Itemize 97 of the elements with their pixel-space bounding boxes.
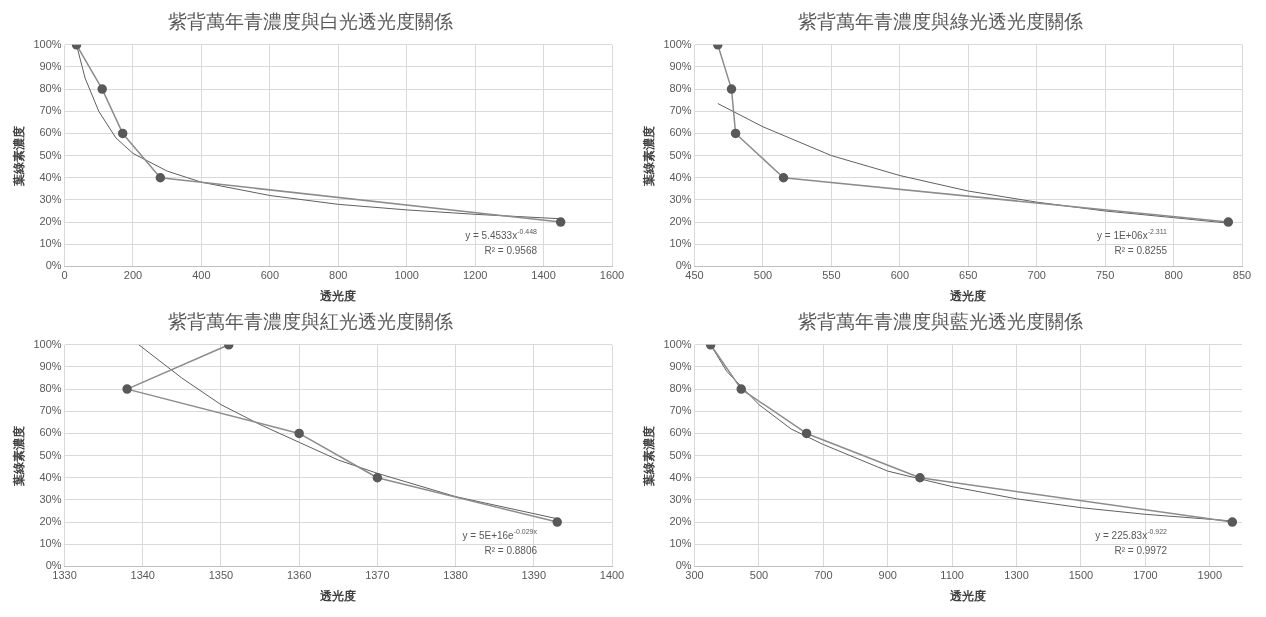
- x-tick-label: 800: [1164, 269, 1183, 282]
- y-tick-label: 80%: [39, 382, 62, 395]
- x-tick-label: 700: [814, 569, 833, 582]
- y-tick-label: 70%: [669, 104, 692, 117]
- y-tick-label: 50%: [669, 148, 692, 161]
- y-tick-label: 50%: [39, 448, 62, 461]
- x-tick-label: 850: [1232, 269, 1252, 282]
- y-tick-label: 60%: [39, 426, 62, 439]
- point: [1223, 217, 1234, 227]
- y-tick-label: 10%: [39, 537, 62, 550]
- x-tick-label: 1360: [286, 569, 312, 582]
- x-tick-label: 1380: [443, 569, 468, 582]
- x-axis-title: 透光度: [319, 589, 357, 604]
- y-tick-label: 60%: [669, 126, 692, 139]
- y-tick-label: 30%: [39, 492, 62, 505]
- y-tick-label: 10%: [669, 537, 692, 550]
- x-tick-label: 600: [260, 269, 280, 282]
- x-tick-label: 450: [685, 269, 704, 282]
- x-tick-label: 400: [192, 269, 211, 282]
- y-tick-label: 80%: [669, 382, 692, 395]
- y-axis-title: 葉綠素濃度: [11, 125, 26, 187]
- y-tick-label: 100%: [33, 337, 62, 350]
- chart-title: 紫背萬年青濃度與白光透光度關係: [167, 10, 453, 33]
- x-tick-label: 1100: [940, 569, 964, 582]
- x-tick-label: 1370: [365, 569, 390, 582]
- y-tick-label: 40%: [39, 470, 62, 483]
- x-tick-label: 1500: [1068, 569, 1094, 582]
- x-tick-label: 700: [1027, 269, 1046, 282]
- y-tick-label: 20%: [39, 215, 62, 228]
- x-tick-label: 200: [123, 269, 143, 282]
- y-tick-label: 100%: [33, 37, 62, 50]
- y-tick-label: 50%: [669, 448, 692, 461]
- y-tick-label: 20%: [669, 515, 692, 528]
- point: [1227, 517, 1238, 527]
- annotation: R² = 0.9972: [1114, 544, 1168, 556]
- y-axis-title: 葉綠素濃度: [641, 425, 656, 487]
- x-tick-label: 1330: [52, 569, 77, 582]
- x-tick-label: 750: [1095, 269, 1115, 282]
- y-tick-label: 0%: [45, 259, 62, 272]
- y-tick-label: 80%: [39, 82, 62, 95]
- x-tick-label: 1200: [462, 269, 488, 282]
- y-tick-label: 90%: [669, 59, 692, 72]
- y-tick-label: 10%: [39, 237, 62, 250]
- y-tick-label: 0%: [675, 559, 692, 572]
- y-axis-title: 葉綠素濃度: [641, 125, 656, 187]
- x-tick-label: 0: [61, 269, 68, 282]
- x-tick-label: 1900: [1197, 569, 1223, 582]
- x-tick-label: 1400: [599, 569, 625, 582]
- x-axis-title: 透光度: [949, 589, 987, 604]
- annotation: R² = 0.8255: [1114, 244, 1168, 256]
- chart-title: 紫背萬年青濃度與藍光透光度關係: [797, 310, 1083, 333]
- x-tick-label: 900: [878, 569, 897, 582]
- x-tick-label: 650: [959, 269, 978, 282]
- y-tick-label: 20%: [39, 515, 62, 528]
- x-tick-label: 1340: [130, 569, 155, 582]
- x-tick-label: 800: [329, 269, 348, 282]
- x-tick-label: 1350: [208, 569, 234, 582]
- y-tick-label: 60%: [39, 126, 62, 139]
- y-tick-label: 50%: [39, 148, 62, 161]
- y-tick-label: 70%: [669, 404, 692, 417]
- y-tick-label: 90%: [39, 59, 62, 72]
- y-tick-label: 60%: [669, 426, 692, 439]
- y-tick-label: 70%: [39, 104, 62, 117]
- y-tick-label: 70%: [39, 404, 62, 417]
- x-tick-label: 600: [890, 269, 910, 282]
- x-tick-label: 1390: [521, 569, 547, 582]
- x-tick-label: 1300: [1004, 569, 1029, 582]
- chart-title: 紫背萬年青濃度與綠光透光度關係: [797, 10, 1083, 33]
- y-tick-label: 40%: [669, 170, 692, 183]
- chart-title: 紫背萬年青濃度與紅光透光度關係: [167, 310, 453, 333]
- y-tick-label: 40%: [39, 170, 62, 183]
- annotation: R² = 0.9568: [484, 244, 538, 256]
- y-tick-label: 0%: [675, 259, 692, 272]
- y-tick-label: 100%: [663, 37, 692, 50]
- y-tick-label: 0%: [45, 559, 62, 572]
- x-tick-label: 1000: [394, 269, 419, 282]
- x-tick-label: 1700: [1133, 569, 1158, 582]
- y-tick-label: 80%: [669, 82, 692, 95]
- x-tick-label: 1600: [599, 269, 625, 282]
- y-tick-label: 30%: [39, 192, 62, 205]
- y-tick-label: 20%: [669, 215, 692, 228]
- y-axis-title: 葉綠素濃度: [11, 425, 26, 487]
- y-tick-label: 30%: [669, 192, 692, 205]
- x-axis-title: 透光度: [319, 289, 357, 304]
- y-tick-label: 10%: [669, 237, 692, 250]
- y-tick-label: 40%: [669, 470, 692, 483]
- y-tick-label: 90%: [669, 359, 692, 372]
- y-tick-label: 30%: [669, 492, 692, 505]
- x-axis-title: 透光度: [949, 289, 987, 304]
- x-tick-label: 500: [749, 569, 769, 582]
- x-tick-label: 300: [685, 569, 704, 582]
- x-tick-label: 550: [822, 269, 841, 282]
- annotation: R² = 0.8806: [484, 544, 538, 556]
- y-tick-label: 100%: [663, 337, 692, 350]
- y-tick-label: 90%: [39, 359, 62, 372]
- x-tick-label: 1400: [531, 269, 556, 282]
- x-tick-label: 500: [753, 269, 773, 282]
